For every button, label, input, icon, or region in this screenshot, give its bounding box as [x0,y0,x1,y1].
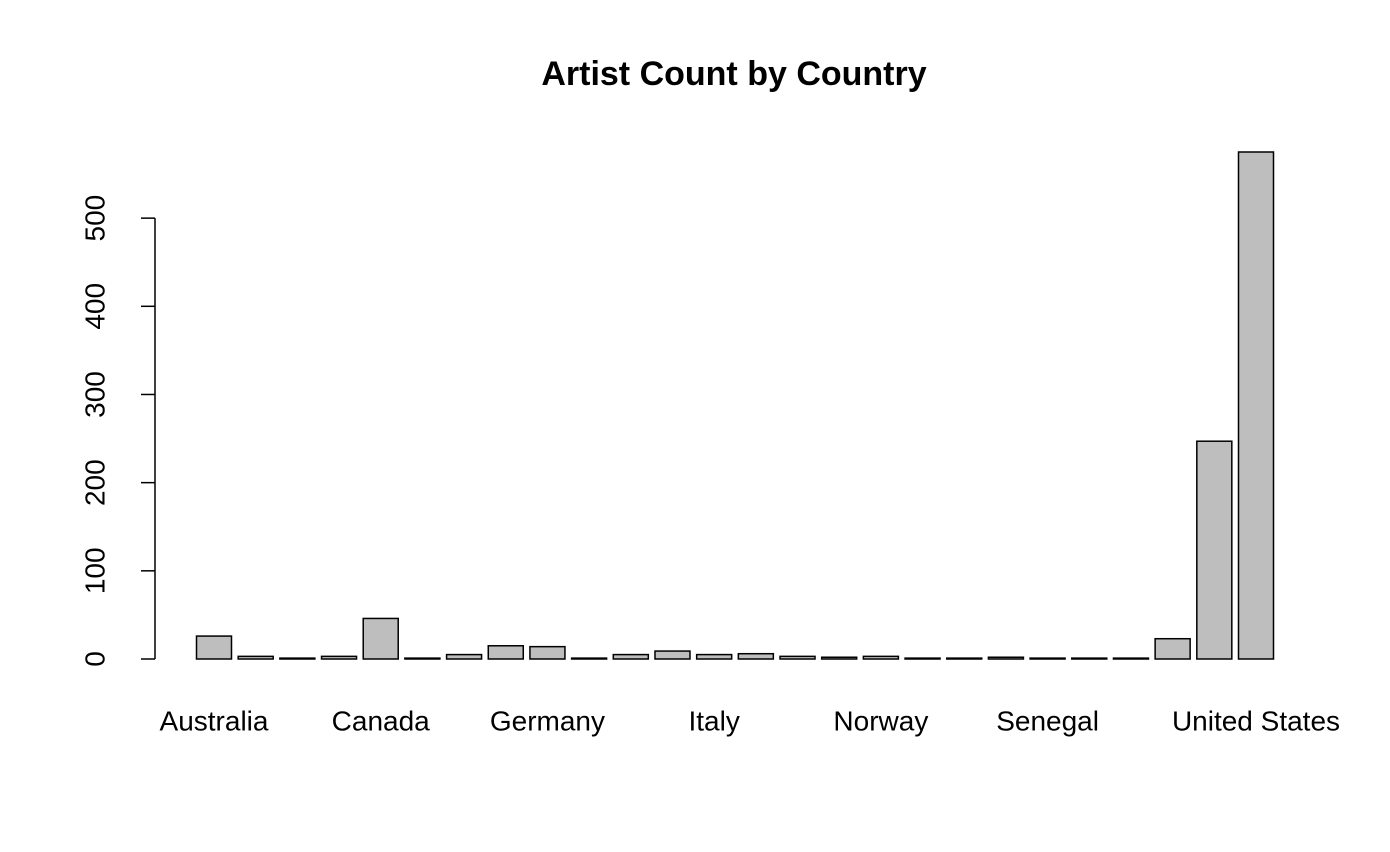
bar [320,655,358,660]
y-tick-label: 200 [79,459,110,506]
bar [404,657,441,660]
bar [570,657,608,660]
bar [862,655,900,660]
bar [279,657,316,660]
y-tick-label: 400 [79,283,110,330]
x-tick-label: Senegal [996,705,1099,736]
y-tick-label: 300 [79,371,110,418]
bar [654,650,691,660]
x-tick-label: Australia [160,705,269,736]
bar [737,652,775,660]
bar [237,655,274,660]
bar [904,657,941,660]
x-tick-label: Italy [688,705,739,736]
y-tick-label: 500 [79,195,110,242]
bar [779,655,816,660]
chart-title: Artist Count by Country [541,55,926,93]
bar [612,653,650,660]
bar [1237,151,1275,660]
x-tick-label: United States [1172,705,1340,736]
bar [195,635,233,660]
bar [1196,440,1233,660]
bar [529,645,566,660]
bar [1112,657,1150,660]
x-tick-label: Canada [332,705,431,736]
bar [487,645,525,660]
y-tick-label: 100 [79,547,110,594]
bar [820,656,858,660]
x-tick-label: Germany [490,705,605,736]
bar [1154,637,1191,660]
y-tick-label: 0 [79,651,110,667]
bar [362,617,399,660]
bar [1029,657,1066,660]
bar [1071,657,1108,660]
bar [445,653,483,660]
x-tick-label: Norway [833,705,928,736]
bar [945,657,983,660]
bar [987,656,1025,660]
bar [695,653,733,660]
